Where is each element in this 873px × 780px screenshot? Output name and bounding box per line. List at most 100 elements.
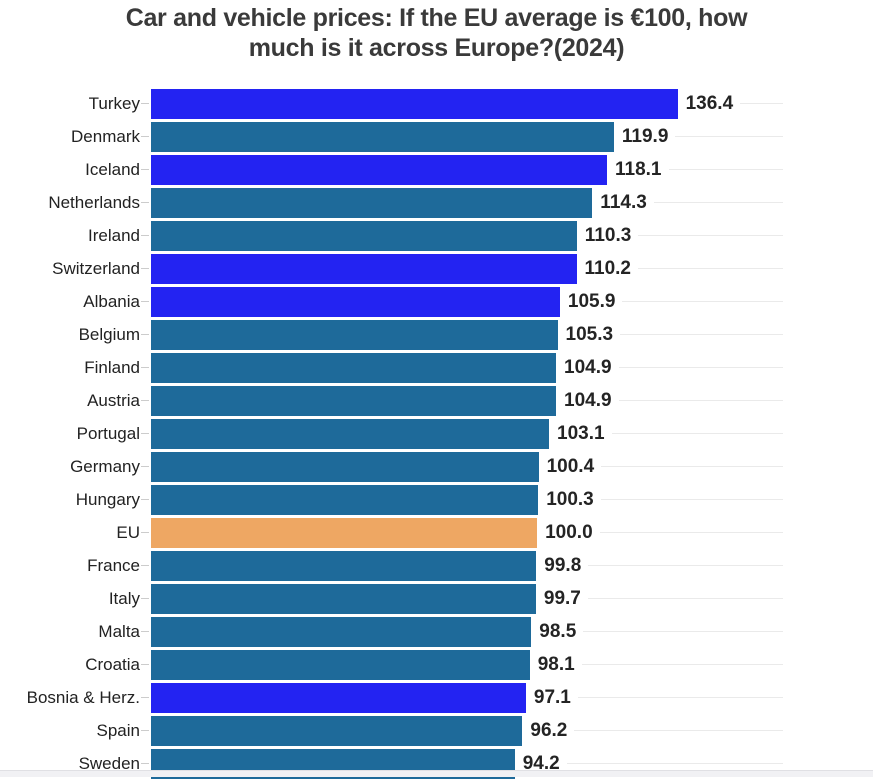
bar[interactable] (151, 451, 539, 482)
gridline (574, 730, 783, 731)
gridline (581, 664, 783, 665)
bar-track: 100.3 (151, 483, 783, 516)
gridline (599, 532, 783, 533)
chart-row: Finland 104.9 (0, 351, 873, 384)
axis-tick (141, 598, 149, 599)
value-label: 99.8 (544, 555, 582, 576)
value-label: 94.2 (522, 753, 560, 774)
category-label: Albania (83, 292, 140, 311)
category-label: Austria (87, 391, 140, 410)
gridline (583, 631, 783, 632)
axis-tick (141, 664, 149, 665)
bar[interactable] (151, 550, 537, 581)
bar[interactable] (151, 484, 539, 515)
axis-tick (141, 136, 149, 137)
bar-track: 99.7 (151, 582, 783, 615)
chart-row: Hungary 100.3 (0, 483, 873, 516)
category-label: Finland (84, 358, 140, 377)
bar-track: 99.8 (151, 549, 783, 582)
chart-row: Austria 104.9 (0, 384, 873, 417)
axis-tick (141, 202, 149, 203)
category-label: Spain (96, 721, 140, 740)
bar-track: 98.1 (151, 648, 783, 681)
axis-tick (141, 367, 149, 368)
category-label: Switzerland (52, 259, 140, 278)
axis-tick (141, 499, 149, 500)
category-label: Bosnia & Herz. (26, 688, 140, 707)
bar-track: 100.4 (151, 450, 783, 483)
category-label: Malta (98, 622, 140, 641)
value-label: 103.1 (557, 423, 605, 444)
bar[interactable] (151, 253, 577, 284)
value-label: 96.2 (530, 720, 568, 741)
gridline (675, 136, 783, 137)
value-label: 110.3 (584, 225, 632, 246)
bar[interactable] (151, 121, 614, 152)
axis-tick (141, 103, 149, 104)
bar[interactable] (151, 682, 526, 713)
bar[interactable] (151, 187, 593, 218)
bar[interactable] (151, 715, 523, 746)
bar[interactable] (151, 385, 556, 416)
category-label: Belgium (78, 325, 140, 344)
bar[interactable] (151, 418, 549, 449)
axis-tick (141, 532, 149, 533)
bar[interactable] (151, 319, 558, 350)
bar[interactable] (151, 352, 556, 383)
category-label: Ireland (88, 226, 140, 245)
value-label: 105.9 (567, 291, 616, 312)
page-title-line-2: much is it across Europe?(2024) (248, 34, 625, 62)
category-label: Italy (108, 589, 140, 608)
category-label: France (87, 556, 140, 575)
bar-track: 100.0 (151, 516, 783, 549)
gridline (740, 103, 783, 104)
chart-row: Turkey 136.4 (0, 87, 873, 120)
bar[interactable] (151, 616, 532, 647)
chart-row: Malta 98.5 (0, 615, 873, 648)
bar[interactable] (151, 649, 530, 680)
gridline (622, 301, 783, 302)
chart-row: France 99.8 (0, 549, 873, 582)
bar[interactable] (151, 220, 577, 251)
value-label: 100.0 (545, 522, 593, 543)
bar[interactable] (151, 517, 538, 548)
value-label: 97.1 (533, 687, 571, 708)
footer-strip (0, 770, 873, 777)
bar-track: 110.2 (151, 252, 783, 285)
axis-tick (141, 268, 149, 269)
bar[interactable] (151, 88, 678, 119)
chart-row: Iceland 118.1 (0, 153, 873, 186)
value-label: 98.1 (537, 654, 575, 675)
chart-row: EU 100.0 (0, 516, 873, 549)
value-label: 118.1 (615, 159, 662, 180)
category-label: Turkey (88, 94, 140, 113)
category-label: Netherlands (48, 193, 140, 212)
gridline (618, 400, 783, 401)
bar-track: 97.1 (151, 681, 783, 714)
axis-tick (141, 433, 149, 434)
category-label: Iceland (85, 160, 140, 179)
chart-row: Ireland 110.3 (0, 219, 873, 252)
value-label: 110.2 (584, 258, 632, 279)
value-label: 99.7 (543, 588, 581, 609)
bar[interactable] (151, 154, 607, 185)
gridline (611, 433, 783, 434)
category-label: Portugal (76, 424, 140, 443)
page-title: Car and vehicle prices: If the EU averag… (0, 3, 873, 63)
gridline (588, 565, 783, 566)
value-label: 136.4 (685, 93, 734, 114)
gridline (638, 268, 783, 269)
bar-track: 103.1 (151, 417, 783, 450)
bar-track: 136.4 (151, 87, 783, 120)
bar-track: 96.2 (151, 714, 783, 747)
chart-row: Switzerland 110.2 (0, 252, 873, 285)
gridline (600, 499, 783, 500)
category-label: Germany (70, 457, 140, 476)
gridline (618, 367, 783, 368)
value-label: 114.3 (600, 192, 647, 213)
bar[interactable] (151, 583, 536, 614)
bar[interactable] (151, 286, 560, 317)
bar-track: 105.9 (151, 285, 783, 318)
gridline (566, 763, 783, 764)
value-label: 105.3 (565, 324, 614, 345)
